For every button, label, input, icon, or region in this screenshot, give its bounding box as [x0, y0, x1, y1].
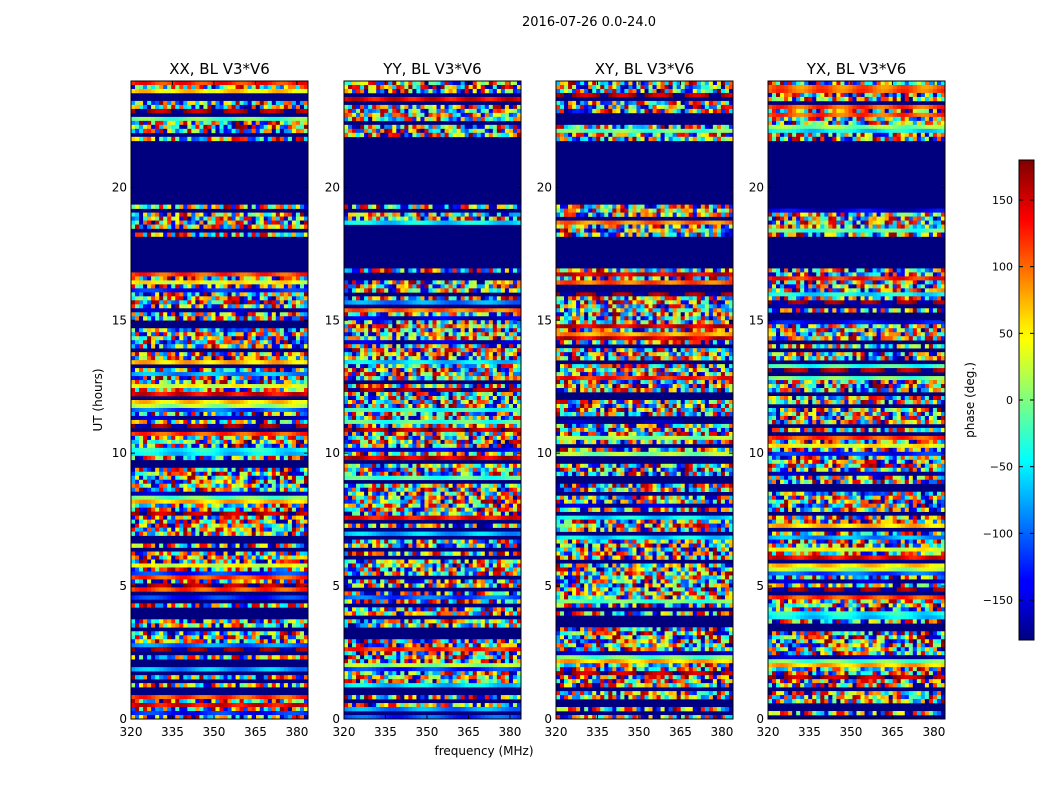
x-tick-label: 365 — [457, 725, 480, 739]
colorbar-tick-label: −50 — [990, 461, 1013, 474]
y-tick-label: 5 — [544, 579, 552, 593]
y-tick-label: 10 — [537, 446, 552, 460]
x-tick-label: 380 — [285, 725, 308, 739]
y-tick-label: 10 — [112, 446, 127, 460]
x-tick-label: 320 — [333, 725, 356, 739]
panel-title: XX, BL V3*V6 — [169, 60, 270, 78]
x-tick-label: 320 — [545, 725, 568, 739]
colorbar-tick-label: −150 — [983, 594, 1013, 607]
panel-xy: XY, BL V3*V6 320 335 350 365 380 0 5 10 15 20 — [537, 60, 734, 739]
x-tick-label: 350 — [628, 725, 651, 739]
y-tick-label: 20 — [749, 180, 764, 194]
y-tick-label: 15 — [325, 313, 340, 327]
x-tick-label: 350 — [840, 725, 863, 739]
x-tick-label: 380 — [922, 725, 945, 739]
x-tick-label: 335 — [161, 725, 184, 739]
x-tick-label: 320 — [757, 725, 780, 739]
y-tick-label: 15 — [537, 313, 552, 327]
y-tick-label: 20 — [537, 180, 552, 194]
x-tick-label: 365 — [669, 725, 692, 739]
panel-yx: YX, BL V3*V6 320 335 350 365 380 0 5 10 15 20 — [749, 60, 946, 739]
colorbar-tick-label: 50 — [999, 327, 1013, 340]
x-tick-label: 350 — [203, 725, 226, 739]
y-tick-label: 0 — [756, 712, 764, 726]
panel-frame — [767, 80, 946, 720]
x-tick-label: 365 — [244, 725, 267, 739]
y-tick-label: 5 — [756, 579, 764, 593]
heatmap-cells — [556, 81, 734, 720]
x-tick-label: 335 — [374, 725, 397, 739]
colorbar-tick-label: −100 — [983, 527, 1013, 540]
y-tick-label: 10 — [749, 446, 764, 460]
y-tick-label: 0 — [119, 712, 127, 726]
x-tick-label: 350 — [416, 725, 439, 739]
y-tick-label: 15 — [112, 313, 127, 327]
y-tick-label: 5 — [332, 579, 340, 593]
y-tick-label: 0 — [544, 712, 552, 726]
x-tick-label: 365 — [881, 725, 904, 739]
colorbar-tick-label: 150 — [992, 194, 1013, 207]
figure-title: 2016-07-26 0.0-24.0 — [522, 15, 656, 30]
panel-title: XY, BL V3*V6 — [595, 60, 695, 78]
panel-yy: YY, BL V3*V6 320 335 350 365 380 0 5 10 15 20 — [325, 60, 522, 739]
y-tick-label: 20 — [112, 180, 127, 194]
colorbar-ticks: −150 −100 −50 0 50 100 150 — [983, 194, 1034, 607]
y-tick-label: 15 — [749, 313, 764, 327]
panel-frame — [555, 80, 734, 720]
panel-title: YX, BL V3*V6 — [806, 60, 907, 78]
x-tick-label: 335 — [586, 725, 609, 739]
panel-title: YY, BL V3*V6 — [382, 60, 481, 78]
y-tick-label: 5 — [119, 579, 127, 593]
x-tick-label: 380 — [710, 725, 733, 739]
x-tick-label: 320 — [120, 725, 143, 739]
heatmap-cells — [131, 81, 309, 720]
heatmap-cells — [344, 81, 522, 720]
x-tick-label: 335 — [798, 725, 821, 739]
x-axis-label: frequency (MHz) — [434, 744, 533, 758]
panel-frame — [343, 80, 522, 720]
y-tick-label: 10 — [325, 446, 340, 460]
y-axis-label: UT (hours) — [91, 368, 105, 431]
colorbar: −150 −100 −50 0 50 100 150 phase (deg.) — [963, 159, 1035, 641]
y-tick-label: 0 — [332, 712, 340, 726]
y-tick-label: 20 — [325, 180, 340, 194]
heatmap-cells — [768, 81, 946, 716]
panel-xx: XX, BL V3*V6 320 335 350 365 380 0 5 10 15 20 — [112, 60, 309, 739]
colorbar-tick-label: 0 — [1006, 394, 1013, 407]
x-tick-label: 380 — [498, 725, 521, 739]
panel-frame — [130, 80, 309, 720]
colorbar-label: phase (deg.) — [963, 362, 977, 438]
colorbar-tick-label: 100 — [992, 261, 1013, 274]
